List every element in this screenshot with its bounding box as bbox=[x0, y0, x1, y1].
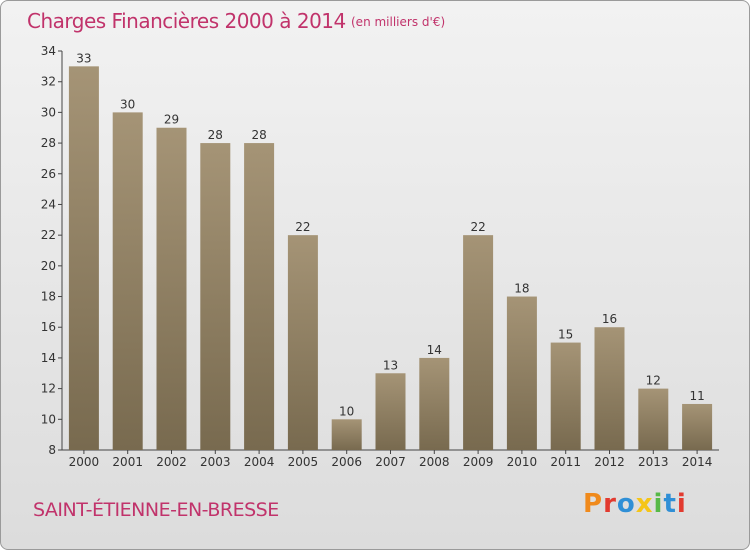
logo-letter: P bbox=[583, 489, 604, 519]
x-tick-label-2002: 2002 bbox=[156, 455, 187, 469]
y-tick-label: 26 bbox=[41, 167, 56, 181]
bar-2001 bbox=[112, 112, 143, 450]
y-tick-label: 12 bbox=[41, 382, 56, 396]
bar-2009 bbox=[463, 235, 494, 450]
x-tick-label-2003: 2003 bbox=[200, 455, 231, 469]
logo-letter: o bbox=[616, 489, 636, 519]
y-tick-label: 20 bbox=[41, 259, 56, 273]
data-label-2013: 12 bbox=[646, 374, 661, 388]
y-tick-label: 24 bbox=[41, 197, 56, 211]
logo-letter: t bbox=[663, 489, 677, 519]
x-tick-label-2004: 2004 bbox=[244, 455, 275, 469]
bar-2012 bbox=[594, 327, 625, 450]
data-label-2009: 22 bbox=[470, 220, 485, 234]
x-tick-label-2005: 2005 bbox=[288, 455, 319, 469]
data-label-2006: 10 bbox=[339, 404, 354, 418]
data-labels: 33 30 29 28 28 22 10 13 14 22 18 15 16 12 11 bbox=[76, 51, 704, 418]
logo-letter: i bbox=[653, 489, 664, 519]
x-tick-label-2007: 2007 bbox=[375, 455, 406, 469]
y-tick-label: 28 bbox=[41, 136, 56, 150]
data-label-2007: 13 bbox=[383, 358, 398, 372]
data-label-2003: 28 bbox=[208, 128, 223, 142]
chart-subtitle: (en milliers d'€) bbox=[351, 15, 446, 29]
data-label-2005: 22 bbox=[295, 220, 310, 234]
logo-letter: r bbox=[603, 489, 617, 519]
data-label-2011: 15 bbox=[558, 328, 573, 342]
bar-2006 bbox=[331, 419, 362, 450]
x-tick-label-2011: 2011 bbox=[550, 455, 581, 469]
chart-axes: 8 10 12 14 16 18 20 22 24 26 28 30 32 34 2000 2001 2002 2… bbox=[41, 44, 719, 469]
bar-2014 bbox=[682, 403, 713, 450]
data-label-2001: 30 bbox=[120, 97, 135, 111]
bar-series bbox=[68, 66, 713, 451]
y-tick-label: 8 bbox=[48, 443, 56, 457]
y-tick-label: 10 bbox=[41, 412, 56, 426]
data-label-2000: 33 bbox=[76, 51, 91, 65]
data-label-2008: 14 bbox=[427, 343, 442, 357]
x-tick-label-2000: 2000 bbox=[69, 455, 100, 469]
bar-2004 bbox=[244, 143, 275, 451]
x-tick-label-2001: 2001 bbox=[112, 455, 143, 469]
x-tick-label-2012: 2012 bbox=[594, 455, 625, 469]
bar-2000 bbox=[68, 66, 99, 450]
y-tick-label: 18 bbox=[41, 290, 56, 304]
logo-letter: i bbox=[676, 489, 687, 519]
bar-2011 bbox=[550, 342, 581, 450]
data-label-2012: 16 bbox=[602, 312, 617, 326]
y-tick-label: 14 bbox=[41, 351, 56, 365]
y-tick-label: 34 bbox=[41, 44, 56, 58]
data-label-2014: 11 bbox=[689, 389, 704, 403]
x-tick-label-2009: 2009 bbox=[463, 455, 494, 469]
x-tick-label-2008: 2008 bbox=[419, 455, 450, 469]
bar-2010 bbox=[506, 296, 537, 450]
y-tick-label: 16 bbox=[41, 320, 56, 334]
logo-letter: x bbox=[635, 489, 654, 519]
y-tick-label: 30 bbox=[41, 105, 56, 119]
bar-2005 bbox=[287, 235, 318, 450]
x-tick-label-2013: 2013 bbox=[638, 455, 669, 469]
data-label-2002: 29 bbox=[164, 113, 179, 127]
bar-2003 bbox=[200, 143, 231, 451]
bar-2008 bbox=[419, 357, 450, 450]
bar-2013 bbox=[638, 388, 669, 450]
proxiti-logo: Proxiti bbox=[583, 489, 687, 519]
x-tick-label-2010: 2010 bbox=[507, 455, 538, 469]
y-tick-label: 32 bbox=[41, 75, 56, 89]
data-label-2004: 28 bbox=[251, 128, 266, 142]
x-tick-label-2006: 2006 bbox=[331, 455, 362, 469]
chart-title: Charges Financières 2000 à 2014 bbox=[27, 9, 346, 33]
bar-2007 bbox=[375, 373, 406, 450]
x-tick-label-2014: 2014 bbox=[682, 455, 713, 469]
y-tick-label: 22 bbox=[41, 228, 56, 242]
data-label-2010: 18 bbox=[514, 282, 529, 296]
commune-name: SAINT-ÉTIENNE-EN-BRESSE bbox=[33, 499, 279, 521]
bar-2002 bbox=[156, 127, 187, 450]
